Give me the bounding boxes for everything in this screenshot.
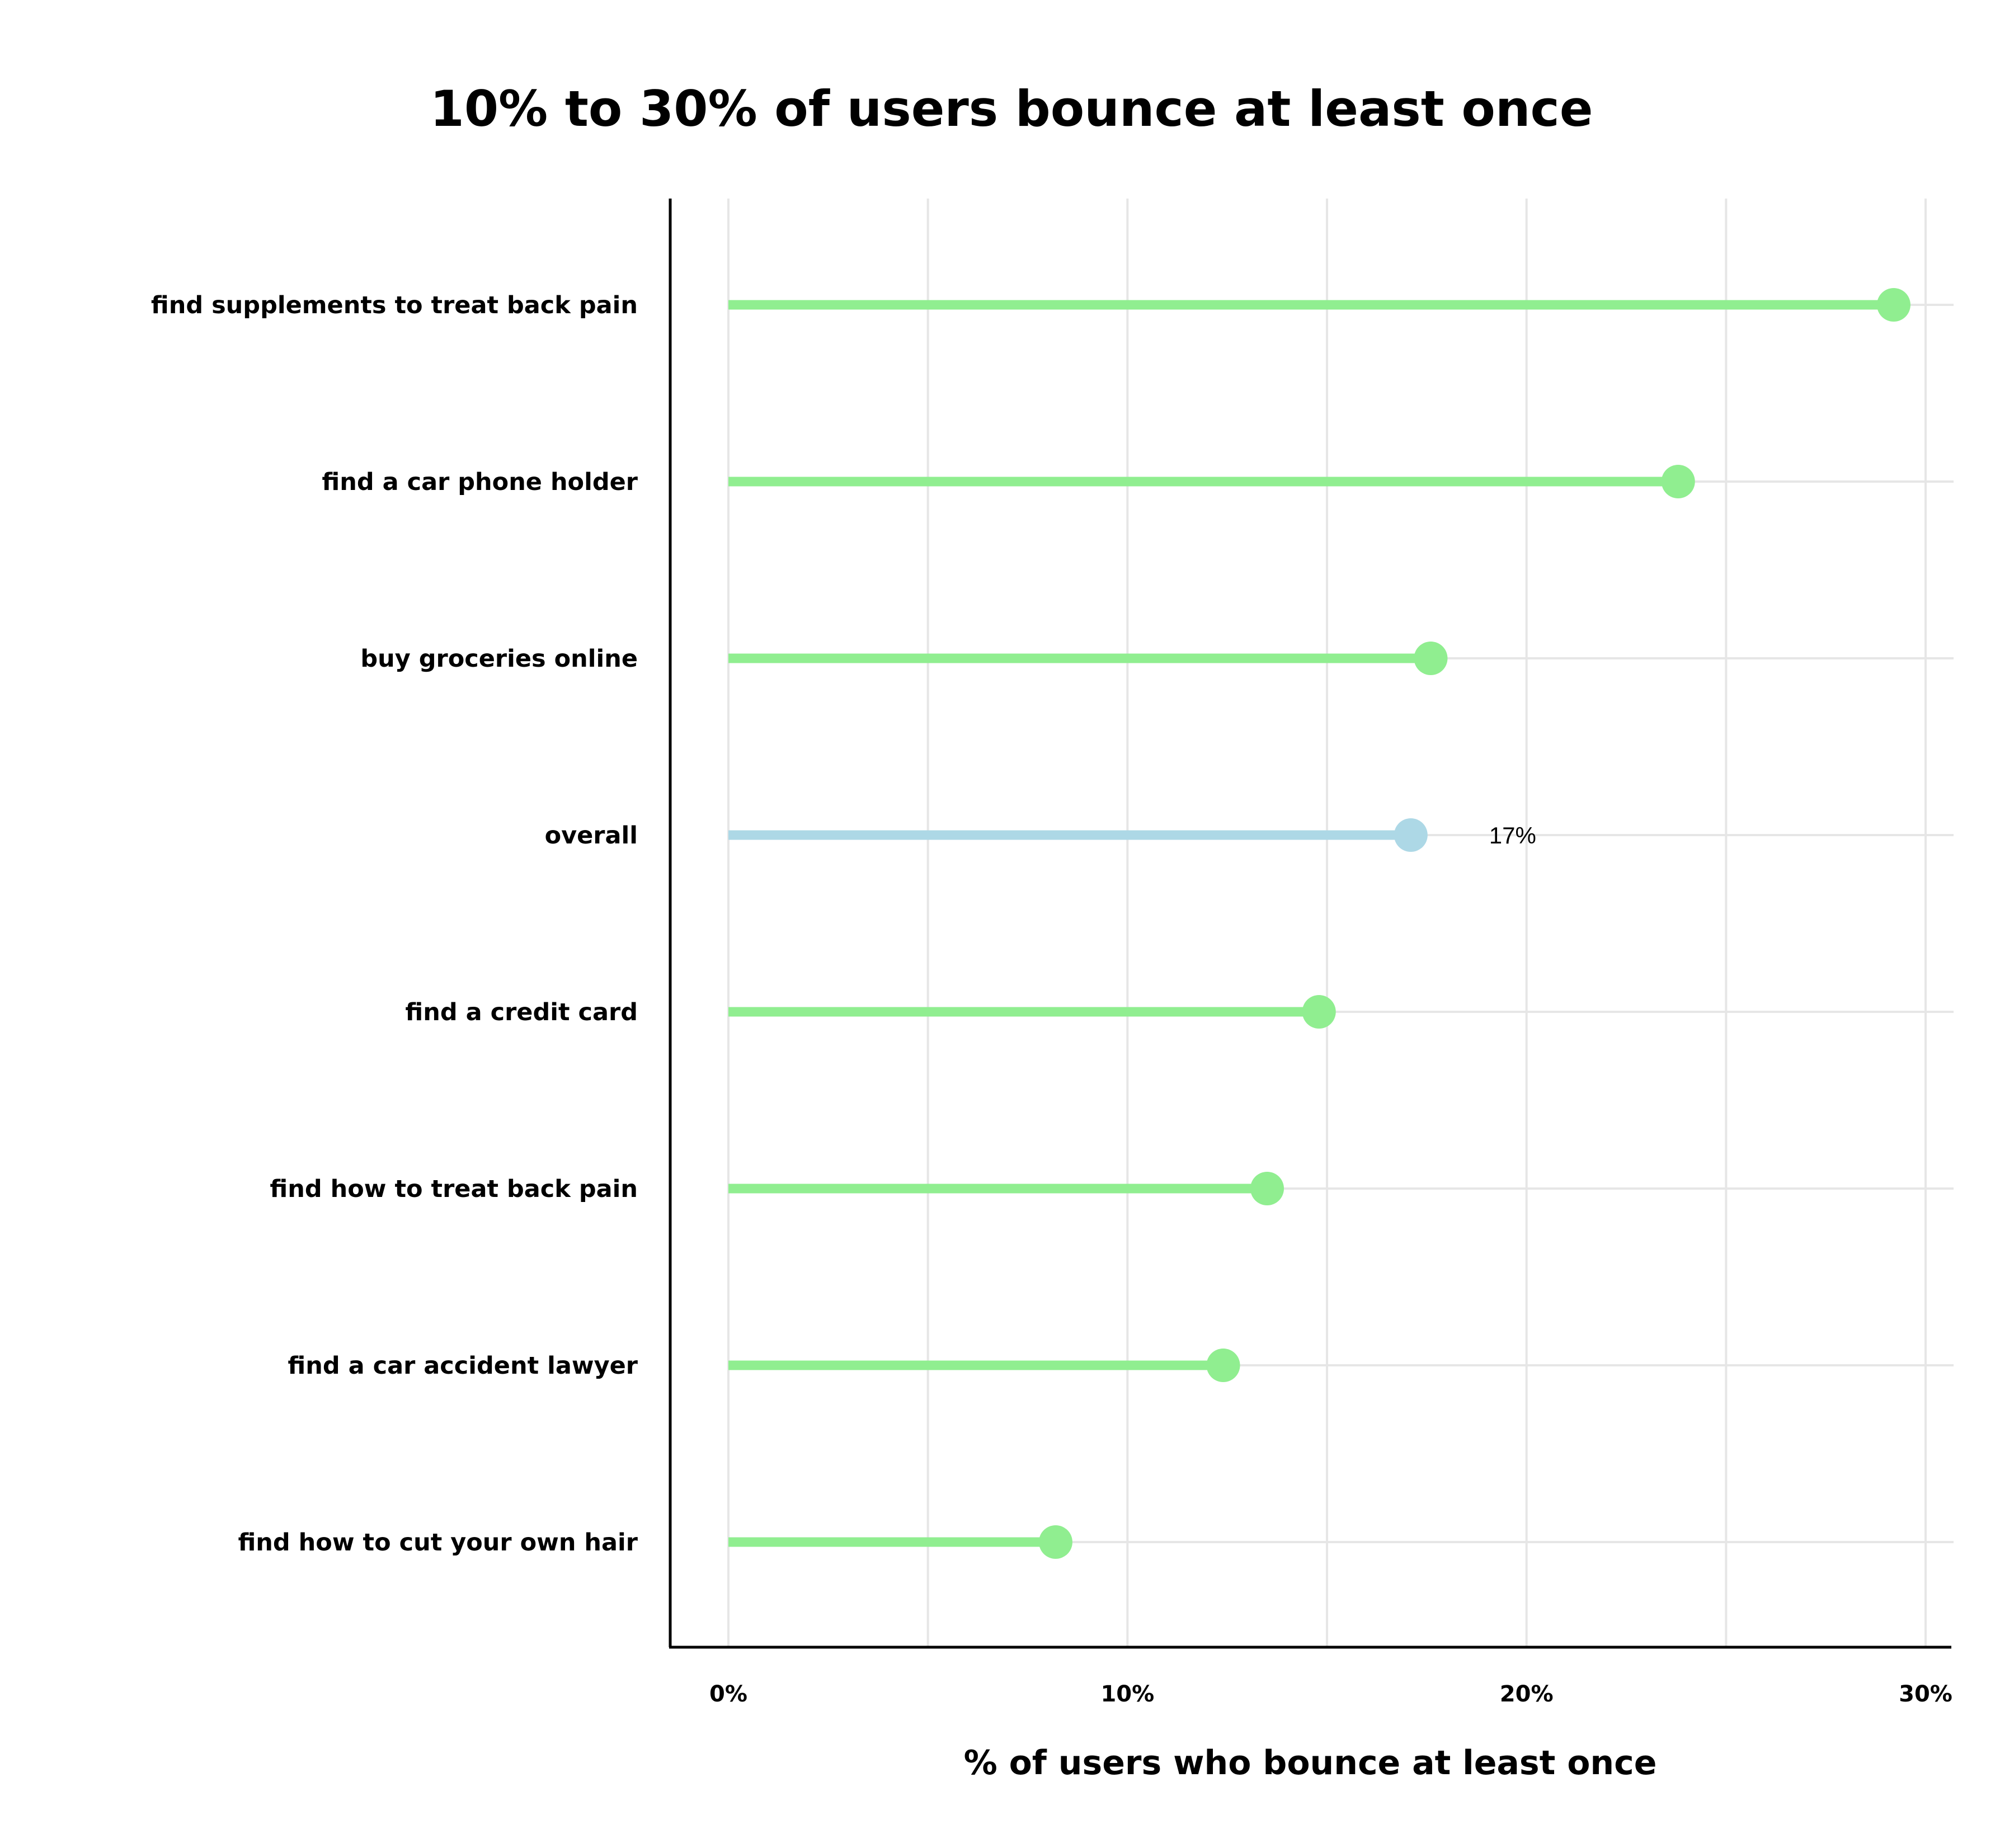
category-label: find supplements to treat back pain <box>151 291 638 319</box>
lollipop-dot-find-a-car-accident-lawyer <box>1206 1349 1240 1382</box>
category-label: find a car phone holder <box>322 468 638 496</box>
x-tick-label: 20% <box>1500 1681 1554 1707</box>
x-tick-label: 10% <box>1100 1681 1154 1707</box>
lollipop-dot-find-how-to-treat-back-pain <box>1250 1172 1284 1205</box>
lollipop-dot-find-a-car-phone-holder <box>1661 465 1695 498</box>
x-tick-label: 0% <box>709 1681 747 1707</box>
chart-title: 10% to 30% of users bounce at least once <box>430 80 1593 138</box>
axis-layer <box>669 199 1951 1649</box>
x-tick-label: 30% <box>1899 1681 1952 1707</box>
dot-layer <box>1038 288 1911 1559</box>
x-axis-title: % of users who bounce at least once <box>964 1743 1657 1783</box>
lollipop-dot-buy-groceries-online <box>1414 642 1448 675</box>
category-label: find how to cut your own hair <box>238 1529 638 1557</box>
lollipop-dot-overall <box>1394 818 1428 852</box>
category-label: find a credit card <box>405 998 638 1026</box>
grid-layer <box>727 199 1954 1647</box>
lollipop-dot-find-a-credit-card <box>1302 995 1336 1029</box>
data-label-overall: 17% <box>1489 822 1536 848</box>
stem-layer <box>728 300 1894 1547</box>
category-label: buy groceries online <box>360 645 638 673</box>
category-label: find how to treat back pain <box>270 1175 638 1203</box>
category-label: find a car accident lawyer <box>288 1352 638 1380</box>
lollipop-dot-find-how-to-cut-your-own-hair <box>1038 1525 1072 1559</box>
category-label: overall <box>545 822 638 850</box>
lollipop-dot-find-supplements-to-treat-back-pain <box>1876 288 1911 322</box>
label-layer: 0% 10% 20% 30% find supplements to treat bac… <box>151 291 1952 1707</box>
